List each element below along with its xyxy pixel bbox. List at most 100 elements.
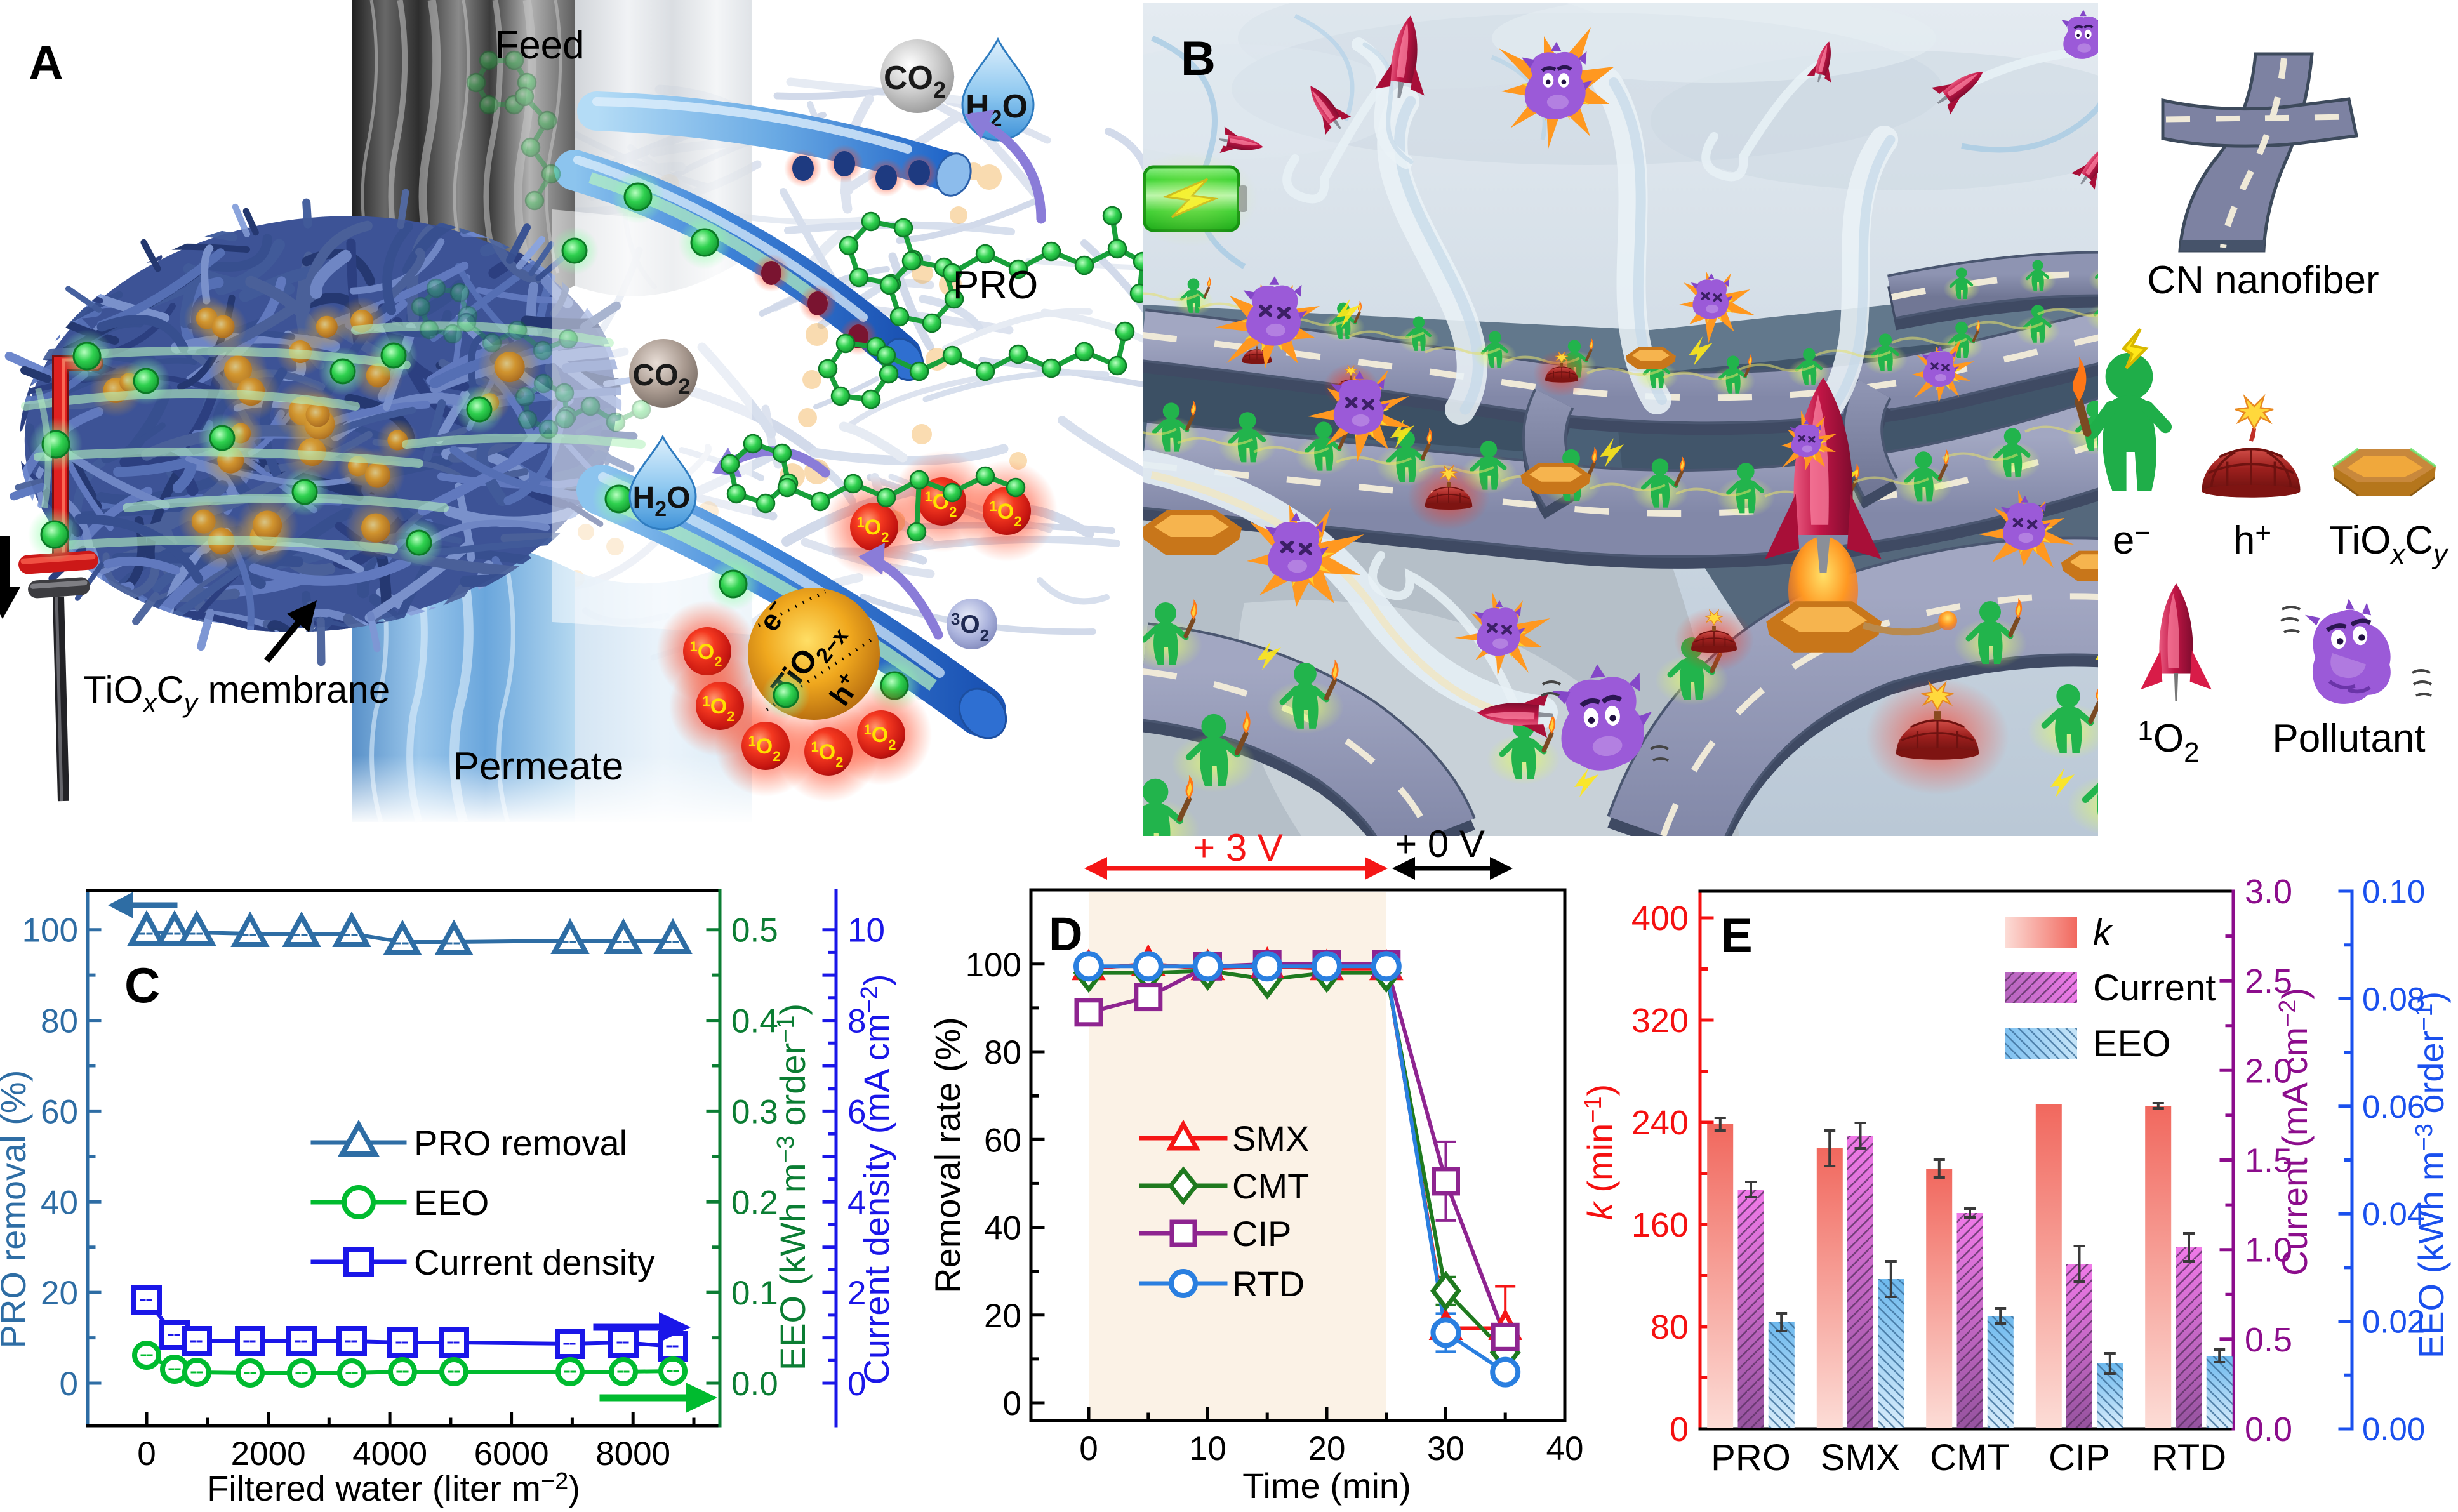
svg-text:Feed: Feed <box>495 23 584 67</box>
svg-text:8000: 8000 <box>595 1435 670 1473</box>
svg-text:0.02: 0.02 <box>2362 1304 2425 1340</box>
svg-text:PRO: PRO <box>953 263 1038 307</box>
svg-text:0: 0 <box>1670 1410 1689 1449</box>
svg-text:EEO (kWh m−3 order−1): EEO (kWh m−3 order−1) <box>2411 991 2451 1358</box>
svg-text:Current density: Current density <box>414 1242 655 1282</box>
svg-text:2.0: 2.0 <box>2245 1052 2292 1090</box>
svg-text:PRO removal: PRO removal <box>414 1123 627 1163</box>
svg-text:CO2: CO2 <box>884 60 946 103</box>
svg-text:k: k <box>2093 912 2113 953</box>
svg-text:Removal rate (%): Removal rate (%) <box>927 1017 967 1294</box>
svg-text:0.5: 0.5 <box>2245 1321 2292 1359</box>
svg-text:80: 80 <box>41 1003 78 1040</box>
svg-text:SMX: SMX <box>1232 1118 1309 1158</box>
svg-text:40: 40 <box>984 1210 1021 1247</box>
svg-text:40: 40 <box>41 1184 78 1221</box>
svg-text:B: B <box>1181 32 1216 86</box>
svg-text:10: 10 <box>1189 1430 1226 1468</box>
svg-text:0.00: 0.00 <box>2362 1411 2425 1447</box>
svg-text:0: 0 <box>1079 1430 1098 1468</box>
svg-text:1O2: 1O2 <box>990 498 1022 529</box>
svg-text:0: 0 <box>137 1435 156 1473</box>
svg-text:Time (min): Time (min) <box>1242 1466 1411 1506</box>
svg-text:1O2: 1O2 <box>925 489 957 520</box>
svg-text:4000: 4000 <box>352 1435 427 1473</box>
svg-text:0.04: 0.04 <box>2362 1196 2425 1232</box>
svg-text:100: 100 <box>22 912 78 950</box>
svg-text:0.06: 0.06 <box>2362 1089 2425 1125</box>
svg-text:0.2: 0.2 <box>731 1184 778 1221</box>
svg-text:Permeate: Permeate <box>453 745 624 788</box>
svg-text:100: 100 <box>966 946 1021 984</box>
svg-text:Current density (mA cm−2): Current density (mA cm−2) <box>856 974 896 1384</box>
svg-text:400: 400 <box>1631 899 1689 938</box>
svg-text:A: A <box>29 36 63 90</box>
svg-text:EEO: EEO <box>414 1183 489 1223</box>
svg-text:20: 20 <box>984 1297 1021 1335</box>
svg-text:1O2: 1O2 <box>857 514 889 545</box>
svg-text:0.4: 0.4 <box>731 1003 778 1040</box>
svg-text:0.1: 0.1 <box>731 1275 778 1312</box>
svg-text:CMT: CMT <box>1232 1166 1309 1206</box>
svg-text:60: 60 <box>41 1093 78 1131</box>
svg-text:0.0: 0.0 <box>2245 1410 2292 1449</box>
svg-text:2.5: 2.5 <box>2245 962 2292 1000</box>
svg-text:+ 0 V: + 0 V <box>1395 823 1485 865</box>
svg-text:2000: 2000 <box>231 1435 306 1473</box>
svg-text:6000: 6000 <box>474 1435 549 1473</box>
svg-text:Current (mA cm−2): Current (mA cm−2) <box>2275 988 2315 1276</box>
svg-text:e−: e− <box>2113 517 2151 562</box>
svg-text:CMT: CMT <box>1930 1437 2010 1478</box>
svg-text:30: 30 <box>1427 1430 1465 1468</box>
svg-text:1.5: 1.5 <box>2245 1142 2292 1180</box>
svg-text:80: 80 <box>1651 1308 1689 1346</box>
svg-text:CIP: CIP <box>2049 1437 2110 1478</box>
svg-text:EEO (kWh m−3 order−1): EEO (kWh m−3 order−1) <box>773 1004 813 1370</box>
svg-text:1O2: 1O2 <box>2137 715 2199 768</box>
svg-text:1O2: 1O2 <box>864 722 896 753</box>
svg-text:CIP: CIP <box>1232 1214 1291 1254</box>
svg-text:4: 4 <box>847 1184 866 1221</box>
svg-text:PRO removal (%): PRO removal (%) <box>0 1070 33 1349</box>
svg-text:1.0: 1.0 <box>2245 1231 2292 1270</box>
svg-text:20: 20 <box>1308 1430 1346 1468</box>
svg-text:EEO: EEO <box>2093 1023 2171 1064</box>
svg-text:0: 0 <box>847 1365 866 1403</box>
svg-text:D: D <box>1049 908 1082 960</box>
svg-text:RTD: RTD <box>2151 1437 2226 1478</box>
svg-text:20: 20 <box>41 1275 78 1312</box>
svg-text:SMX: SMX <box>1821 1437 1901 1478</box>
svg-text:320: 320 <box>1631 1002 1689 1040</box>
svg-text:PRO: PRO <box>1711 1437 1791 1478</box>
svg-text:k (min−1): k (min−1) <box>1580 1084 1620 1220</box>
svg-text:3O2: 3O2 <box>951 609 989 645</box>
svg-text:0: 0 <box>1003 1385 1021 1422</box>
svg-text:RTD: RTD <box>1232 1264 1305 1304</box>
svg-text:Filtered water (liter m−2): Filtered water (liter m−2) <box>207 1468 580 1508</box>
svg-text:h+: h+ <box>2233 517 2271 562</box>
svg-text:Current: Current <box>2093 967 2216 1009</box>
svg-text:160: 160 <box>1631 1206 1689 1244</box>
svg-text:40: 40 <box>1546 1430 1584 1468</box>
svg-text:0.5: 0.5 <box>731 912 778 950</box>
svg-text:60: 60 <box>984 1122 1021 1159</box>
svg-text:240: 240 <box>1631 1104 1689 1142</box>
svg-text:CN nanofiber: CN nanofiber <box>2147 258 2379 302</box>
svg-text:0.08: 0.08 <box>2362 981 2425 1017</box>
svg-text:0.10: 0.10 <box>2362 873 2425 910</box>
svg-text:80: 80 <box>984 1034 1021 1071</box>
svg-text:10: 10 <box>847 912 885 950</box>
svg-text:TiOxCy membrane: TiOxCy membrane <box>83 668 390 718</box>
svg-text:0.3: 0.3 <box>731 1093 778 1131</box>
svg-text:TiOxCy: TiOxCy <box>2329 519 2449 570</box>
svg-text:0.0: 0.0 <box>731 1365 778 1403</box>
svg-text:E: E <box>1720 909 1753 963</box>
svg-text:Pollutant: Pollutant <box>2272 717 2425 760</box>
svg-text:8: 8 <box>847 1003 866 1040</box>
svg-text:3.0: 3.0 <box>2245 873 2292 911</box>
svg-text:6: 6 <box>847 1093 866 1131</box>
svg-text:2: 2 <box>847 1275 866 1312</box>
svg-text:0: 0 <box>60 1365 78 1403</box>
svg-text:C: C <box>124 957 160 1013</box>
svg-text:+ 3 V: + 3 V <box>1193 826 1283 869</box>
